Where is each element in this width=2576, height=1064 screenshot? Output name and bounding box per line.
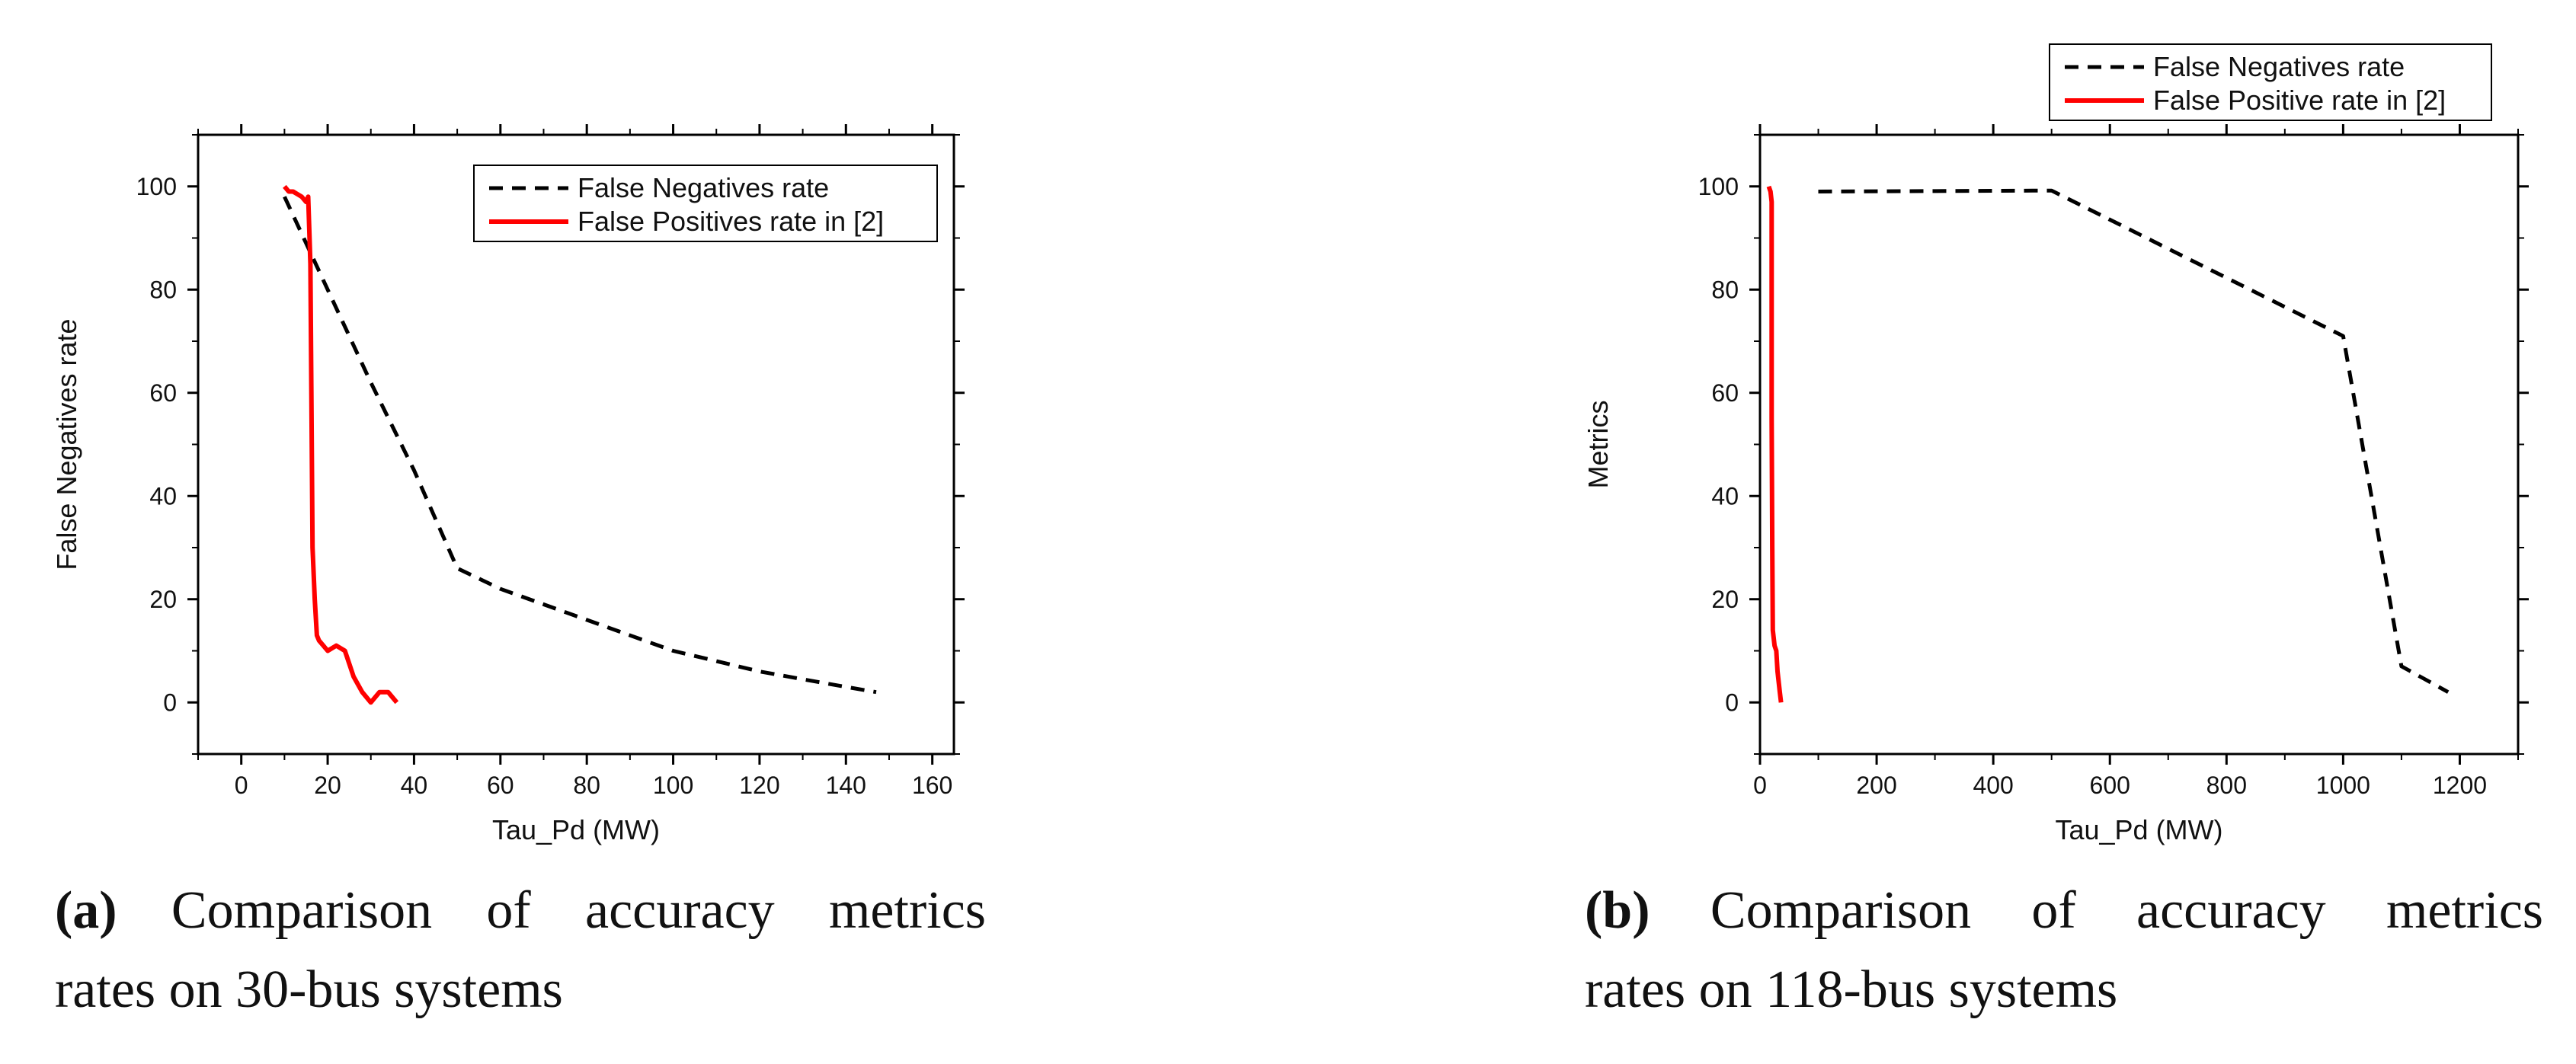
y-tick-label-a-5: 100 [136,173,177,200]
x-tick-label-a-0: 0 [235,772,248,799]
legend-box-b [2049,43,2492,121]
y-tick-label-b-3: 60 [1711,379,1739,407]
x-tick-label-b-6: 1200 [2433,772,2487,799]
y-tick-label-b-0: 0 [1725,689,1739,716]
caption-a: (a) Comparison of accuracy metrics rates… [55,871,986,1030]
legend-label-b-1: False Positive rate in [2] [2153,85,2446,116]
series-line-b-false-positives [1766,185,1784,703]
x-tick-label-a-6: 120 [739,772,779,799]
caption-a-tag: (a) [55,881,117,940]
plot-frame-b [1758,133,2520,756]
y-tick-label-b-2: 40 [1711,482,1739,510]
chart-panel-b: 0 200 400 600 800 1000 1200 0 20 40 60 80 100 Tau_Pd … [1582,43,2529,845]
x-tick-label-b-4: 800 [2206,772,2247,799]
legend-label-b-0: False Negatives rate [2153,51,2405,82]
series-line-a-false-positives [283,184,399,705]
x-tick-label-b-1: 200 [1856,772,1896,799]
x-tick-label-a-1: 20 [314,772,341,799]
x-tick-label-a-7: 140 [826,772,866,799]
caption-b-line-1: (b) Comparison of accuracy metrics [1585,871,2543,951]
legend-label-a-0: False Negatives rate [578,172,829,203]
y-tick-label-b-4: 80 [1711,276,1739,303]
y-tick-label-b-1: 20 [1711,586,1739,613]
x-tick-label-a-4: 80 [573,772,600,799]
legend-box-a [473,165,938,242]
x-axis-title-b: Tau_Pd (MW) [2055,814,2222,845]
y-tick-label-a-1: 20 [149,586,177,613]
series-line-a-false-negatives [283,196,877,695]
y-tick-label-b-5: 100 [1698,173,1739,200]
legend-label-a-1: False Positives rate in [2] [578,206,884,237]
x-tick-label-b-3: 600 [2090,772,2130,799]
x-axis-title-a: Tau_Pd (MW) [492,814,660,845]
caption-a-line-1: (a) Comparison of accuracy metrics [55,871,986,951]
x-tick-label-b-5: 1000 [2316,772,2370,799]
caption-b-tag: (b) [1585,881,1650,940]
caption-a-text: Comparison of accuracy metrics [171,881,986,940]
series-line-b-false-negatives [1818,188,2450,694]
x-tick-label-b-2: 400 [1973,772,2013,799]
caption-b-text: Comparison of accuracy metrics [1710,881,2543,940]
y-axis-title-a: False Negatives rate [51,318,82,570]
x-tick-label-a-8: 160 [912,772,952,799]
x-tick-label-a-3: 60 [487,772,514,799]
x-tick-label-a-5: 100 [653,772,693,799]
caption-b-line-2: rates on 118-bus systems [1585,960,2118,1019]
y-tick-label-a-3: 60 [149,379,177,407]
caption-a-line-2: rates on 30-bus systems [55,960,563,1019]
y-tick-label-a-4: 80 [149,276,177,303]
x-tick-label-a-2: 40 [401,772,428,799]
y-tick-label-a-2: 40 [149,482,177,510]
x-tick-label-b-0: 0 [1753,772,1767,799]
chart-panel-a: 0 20 40 60 80 100 120 140 160 0 20 40 60 80 100 Tau_Pd … [51,124,965,845]
y-axis-title-b: Metrics [1582,401,1614,489]
y-tick-label-a-0: 0 [163,689,177,716]
caption-b: (b) Comparison of accuracy metrics rates… [1585,871,2543,1030]
